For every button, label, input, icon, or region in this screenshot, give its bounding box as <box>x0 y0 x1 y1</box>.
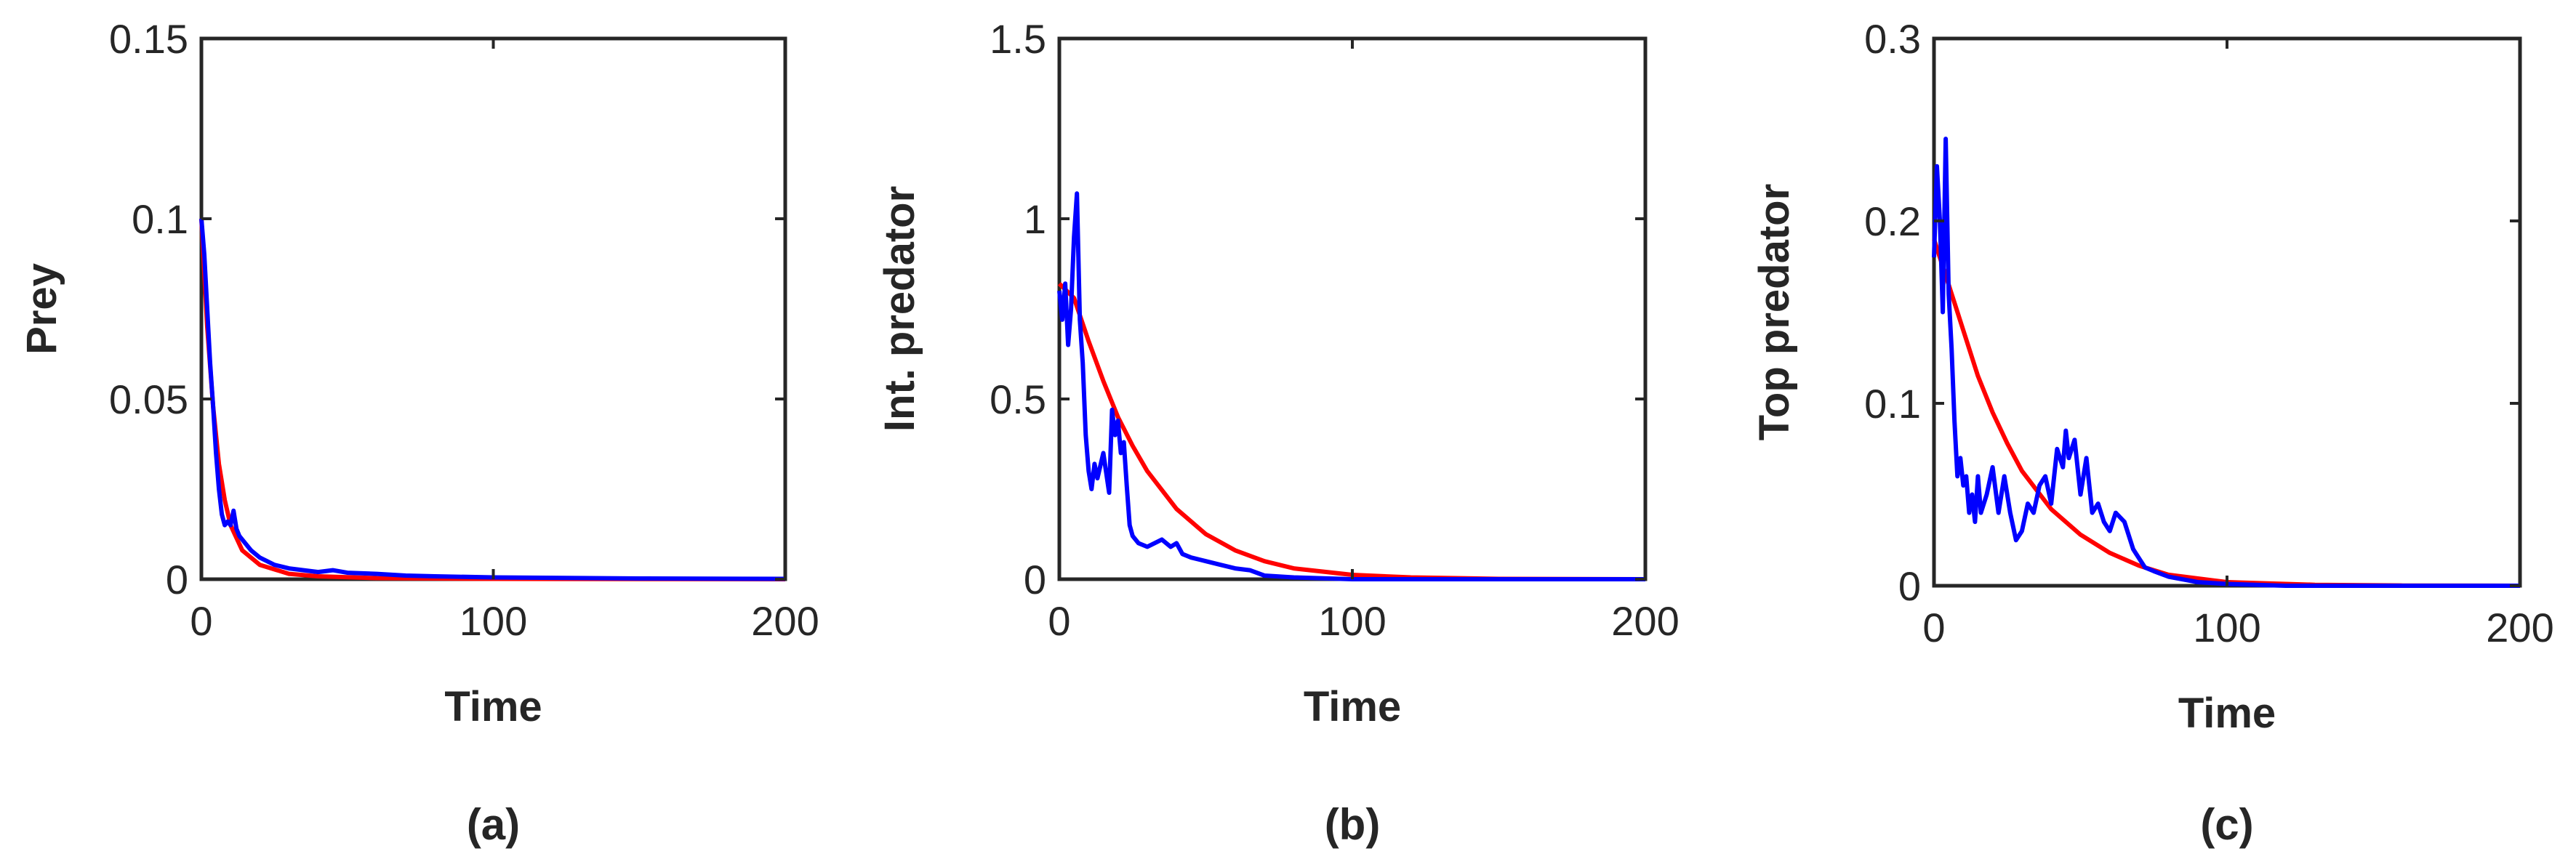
x-tick-label: 100 <box>1318 598 1386 644</box>
x-axis-label: Time <box>1304 683 1401 730</box>
x-tick-label: 0 <box>1048 598 1070 644</box>
y-tick-label: 0.5 <box>990 376 1046 422</box>
x-axis-label: Time <box>2178 690 2276 737</box>
panel-caption: (a) <box>467 800 520 849</box>
y-tick-label: 0 <box>1898 563 1921 609</box>
x-tick-label: 0 <box>1922 605 1945 650</box>
chart-panel-a: 0 100 200 0 0.05 0.1 0.15 Time Prey (a) <box>18 16 819 849</box>
panel-caption: (b) <box>1325 800 1381 849</box>
chart-panel-c: 0 100 200 0 0.1 0.2 0.3 Time Top predator (c) <box>1751 16 2554 849</box>
stochastic-line <box>1057 191 1645 581</box>
x-tick-label: 200 <box>1611 598 1679 644</box>
y-tick-label: 0.2 <box>1864 198 1921 244</box>
x-tick-label: 200 <box>2486 605 2553 650</box>
y-tick-label: 0.3 <box>1864 16 1921 62</box>
y-axis-label: Top predator <box>1751 184 1798 440</box>
y-axis-label: Int. predator <box>876 186 923 432</box>
stochastic-line <box>199 218 786 581</box>
y-tick-label: 0 <box>1024 557 1046 602</box>
y-tick-label: 0.1 <box>1864 381 1921 427</box>
y-tick-label: 0.15 <box>109 16 188 62</box>
y-tick-label: 0.1 <box>132 196 188 242</box>
x-tick-label: 100 <box>2193 605 2260 650</box>
y-tick-label: 1 <box>1024 196 1046 242</box>
x-axis-label: Time <box>444 683 542 730</box>
stochastic-line <box>1932 137 2520 588</box>
deterministic-line <box>1057 282 1646 581</box>
y-tick-label: 0 <box>166 557 188 602</box>
panel-caption: (c) <box>2200 800 2253 849</box>
x-tick-label: 200 <box>751 598 819 644</box>
x-tick-label: 0 <box>190 598 212 644</box>
y-tick-label: 0.05 <box>109 376 188 422</box>
x-tick-label: 100 <box>460 598 527 644</box>
chart-panel-b: 0 100 200 0 0.5 1 1.5 Time Int. predator (b) <box>876 16 1680 849</box>
y-axis-label: Prey <box>18 263 65 355</box>
y-tick-label: 1.5 <box>990 16 1046 62</box>
